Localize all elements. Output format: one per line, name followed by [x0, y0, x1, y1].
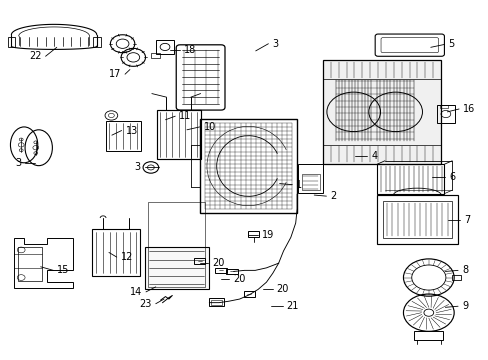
Bar — [248, 231, 259, 237]
Text: 20: 20 — [232, 274, 244, 284]
Bar — [209, 298, 224, 306]
Bar — [382, 201, 451, 238]
Bar — [157, 110, 200, 159]
Bar — [226, 269, 238, 274]
Bar — [7, 37, 15, 47]
Text: 2: 2 — [330, 191, 336, 201]
Text: 17: 17 — [108, 69, 121, 79]
Text: 22: 22 — [29, 51, 41, 61]
Text: 10: 10 — [203, 122, 215, 132]
Bar — [93, 37, 101, 47]
Bar — [144, 247, 208, 289]
Text: 3: 3 — [272, 39, 278, 49]
Bar — [439, 105, 447, 108]
Bar — [151, 53, 159, 58]
Bar — [302, 174, 319, 190]
Bar — [92, 229, 140, 276]
Text: 18: 18 — [183, 45, 196, 55]
Bar — [211, 300, 222, 305]
Text: 5: 5 — [447, 40, 454, 49]
Text: 11: 11 — [179, 111, 191, 121]
Bar — [323, 60, 440, 164]
Text: 21: 21 — [286, 301, 298, 311]
Bar — [148, 202, 204, 287]
Text: 1: 1 — [296, 180, 302, 190]
Text: 16: 16 — [462, 104, 474, 114]
Text: 8: 8 — [461, 265, 467, 275]
Text: 3: 3 — [15, 158, 21, 168]
Text: 12: 12 — [121, 252, 133, 262]
Text: 14: 14 — [130, 287, 142, 297]
Text: 9: 9 — [461, 301, 467, 311]
Bar — [298, 164, 323, 193]
Bar — [376, 164, 444, 194]
Text: 15: 15 — [57, 265, 69, 275]
Text: 13: 13 — [125, 126, 138, 135]
Bar — [18, 247, 42, 281]
Text: 20: 20 — [276, 284, 288, 294]
Text: 19: 19 — [262, 230, 274, 239]
Bar — [436, 105, 454, 123]
Text: 6: 6 — [448, 172, 454, 182]
Bar — [376, 195, 457, 244]
Text: 20: 20 — [211, 258, 224, 268]
Bar — [156, 40, 174, 54]
Bar — [451, 275, 460, 280]
Bar — [193, 258, 205, 264]
Text: 23: 23 — [139, 299, 152, 309]
Bar — [105, 121, 141, 151]
Bar — [413, 331, 443, 340]
Bar — [199, 119, 297, 213]
Text: 3: 3 — [134, 162, 141, 172]
Bar — [243, 291, 255, 297]
Text: 4: 4 — [370, 150, 377, 161]
Text: 7: 7 — [463, 215, 469, 225]
Bar — [215, 267, 226, 273]
